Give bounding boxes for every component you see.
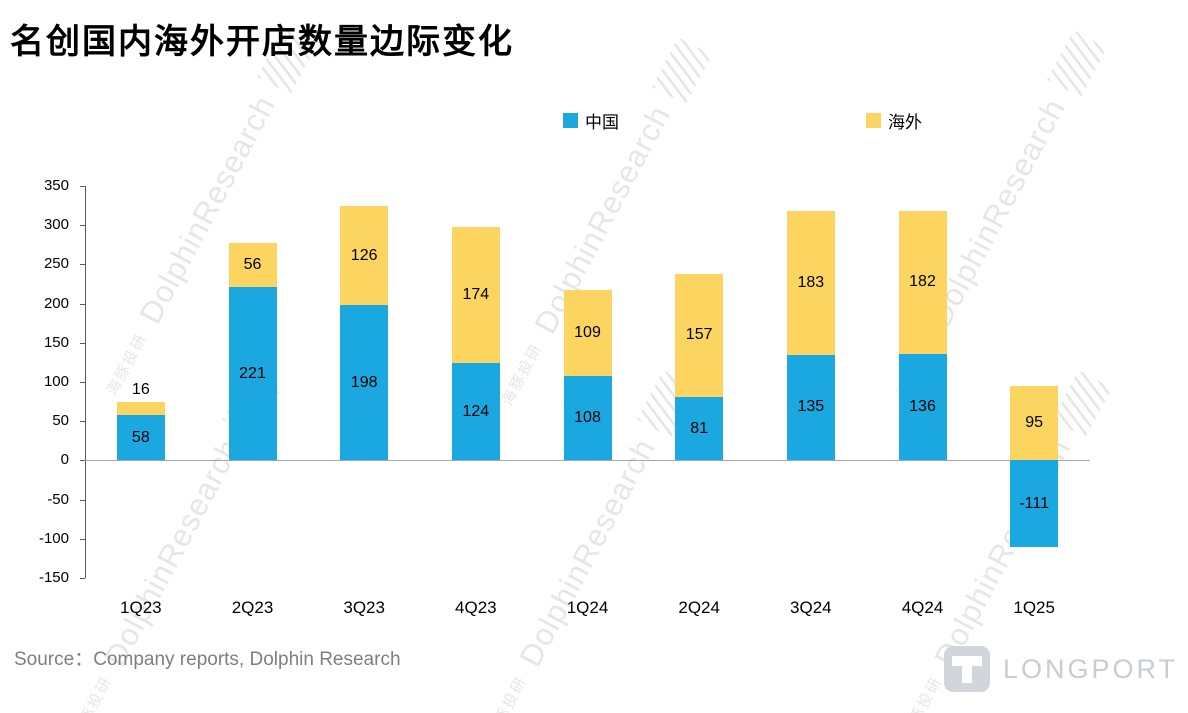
bar-value-label: 157 bbox=[685, 326, 713, 344]
bar-segment-china bbox=[1010, 460, 1059, 548]
bar-value-label: 198 bbox=[350, 373, 378, 391]
x-axis-label: 1Q25 bbox=[1013, 598, 1055, 617]
bar-segment-overseas bbox=[228, 243, 277, 288]
y-axis-label: -50 bbox=[47, 490, 69, 508]
x-axis-label: 1Q23 bbox=[120, 598, 162, 617]
bar-value-label: -111 bbox=[1019, 494, 1049, 512]
bar-segment-china bbox=[898, 353, 947, 461]
y-axis-tick bbox=[80, 342, 85, 344]
x-axis-label: 2Q24 bbox=[678, 598, 720, 617]
legend-label-china: 中国 bbox=[585, 113, 619, 132]
x-axis-label: 2Q23 bbox=[231, 598, 274, 617]
bar-segment-overseas bbox=[898, 211, 947, 354]
legend-swatch bbox=[563, 113, 578, 128]
legend: 中国 海外 bbox=[0, 108, 1188, 132]
bar-value-label: 221 bbox=[239, 364, 266, 382]
y-axis-label: 250 bbox=[43, 255, 69, 273]
legend-item-china: 中国 bbox=[563, 108, 619, 133]
bar-value-label: 182 bbox=[909, 273, 936, 291]
bar-segment-overseas bbox=[563, 290, 612, 376]
y-axis-label: 100 bbox=[43, 373, 69, 390]
bar-value-label: 183 bbox=[797, 273, 825, 291]
plot-area: 350 300 250 200 150 100 50 0 -50 -100 -150 58 16 1Q23… bbox=[39, 177, 1090, 617]
source-note: Source：Company reports, Dolphin Research bbox=[14, 649, 401, 670]
bar-value-label: 108 bbox=[574, 409, 601, 427]
bar-value-label: 95 bbox=[1025, 414, 1044, 432]
bar-value-label: 109 bbox=[574, 324, 601, 341]
legend-label-overseas: 海外 bbox=[888, 113, 922, 132]
watermark-cn: 海豚投研 bbox=[68, 673, 116, 713]
y-axis-label: -100 bbox=[38, 529, 69, 547]
bar-segment-overseas bbox=[340, 206, 389, 306]
legend-swatch bbox=[866, 113, 881, 128]
legend-item-overseas: 海外 bbox=[866, 108, 922, 133]
y-axis-tick bbox=[80, 225, 85, 227]
bar-segment-china bbox=[786, 354, 835, 461]
bar-value-label: 81 bbox=[690, 419, 709, 437]
bar-value-label: 174 bbox=[462, 285, 490, 303]
x-axis-label: 4Q24 bbox=[901, 598, 944, 617]
y-axis-tick bbox=[80, 421, 85, 423]
bar-segment-china bbox=[116, 414, 165, 461]
bar-value-label: 56 bbox=[243, 256, 262, 274]
y-axis-tick bbox=[80, 186, 85, 187]
y-axis-label: -150 bbox=[38, 569, 69, 586]
y-axis-tick bbox=[80, 382, 85, 383]
bar-segment-overseas bbox=[116, 402, 165, 415]
watermark-cn: 海豚投研 bbox=[483, 673, 531, 713]
bar-value-label: 136 bbox=[909, 398, 936, 416]
y-axis-line bbox=[85, 186, 86, 578]
longport-logo-text: LONGPORT bbox=[1002, 653, 1178, 684]
y-axis-label: 300 bbox=[43, 216, 69, 234]
y-axis-tick bbox=[80, 538, 85, 540]
y-axis-label: 350 bbox=[43, 177, 69, 194]
bar-segment-china bbox=[340, 305, 389, 461]
longport-logo-icon bbox=[943, 646, 990, 692]
bar-segment-china bbox=[451, 363, 500, 461]
bar-segment-china bbox=[563, 375, 612, 461]
bar-value-label: 135 bbox=[797, 398, 825, 416]
bar-segment-overseas bbox=[451, 226, 500, 364]
y-axis-tick bbox=[80, 303, 85, 305]
brand-logo: LONGPORT bbox=[943, 646, 1178, 692]
y-axis-label: 150 bbox=[43, 333, 69, 351]
watermark-hatch-icon bbox=[651, 37, 712, 105]
x-axis-label: 1Q24 bbox=[566, 598, 609, 617]
bar-value-label: 58 bbox=[131, 428, 150, 446]
bar-value-label: 16 bbox=[131, 381, 150, 399]
x-axis-label: 4Q23 bbox=[455, 598, 497, 617]
x-axis-label: 3Q24 bbox=[790, 598, 832, 617]
zero-axis-line bbox=[85, 460, 1090, 462]
y-axis-label: 0 bbox=[60, 451, 69, 469]
watermark-cn: 海豚投研 bbox=[898, 673, 946, 713]
y-axis-tick bbox=[80, 499, 85, 501]
bar-value-label: 126 bbox=[350, 246, 378, 264]
y-axis-label: 50 bbox=[52, 412, 69, 430]
bar-value-label: 124 bbox=[462, 402, 490, 420]
bar-segment-overseas bbox=[786, 211, 835, 355]
y-axis-tick bbox=[80, 264, 85, 266]
y-axis-tick bbox=[80, 578, 85, 579]
watermark-hatch-icon bbox=[1046, 30, 1107, 98]
chart-title: 名创国内海外开店数量边际变化 bbox=[10, 23, 514, 61]
y-axis-label: 200 bbox=[43, 294, 69, 312]
y-axis-tick bbox=[80, 460, 85, 462]
bar-segment-overseas bbox=[1010, 385, 1059, 461]
x-axis-label: 3Q23 bbox=[343, 598, 385, 617]
